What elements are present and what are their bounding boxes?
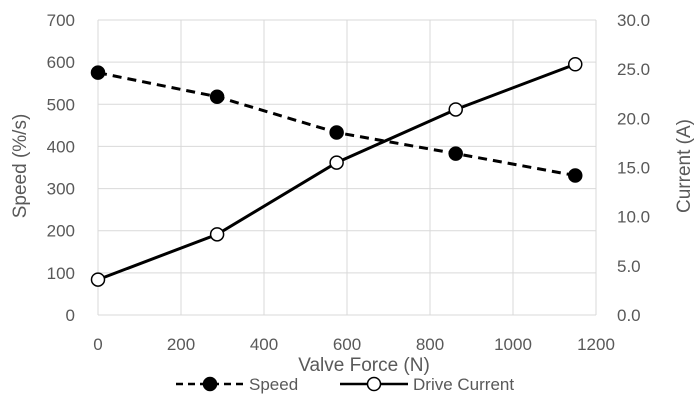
y-tick-label: 0: [66, 306, 75, 325]
x-axis-tick-labels: 0 200 400 600 800 1000 1200: [93, 335, 615, 354]
data-point-series-0: [448, 146, 463, 161]
legend-marker-drive-current: [366, 376, 382, 392]
y-tick-label: 200: [47, 222, 75, 241]
y2-tick-label: 15.0: [617, 159, 650, 178]
data-point-series-1: [448, 102, 463, 117]
y2-tick-label: 5.0: [617, 257, 641, 276]
legend-entry-drive-current: Drive Current: [340, 375, 514, 394]
legend-label-speed: Speed: [249, 375, 298, 394]
x-tick-label: 400: [250, 335, 278, 354]
data-point-series-0: [209, 89, 225, 104]
y2-tick-label: 0.0: [617, 306, 641, 325]
x-tick-label: 600: [333, 335, 361, 354]
legend-marker-speed: [202, 376, 218, 392]
legend: Speed Drive Current: [176, 375, 514, 394]
legend-entry-speed: Speed: [176, 375, 298, 394]
y-axis-tick-labels: 0 100 200 300 400 500 600 700: [47, 11, 75, 325]
data-point-series-0: [568, 168, 583, 183]
y-tick-label: 300: [47, 180, 75, 199]
y2-axis-tick-labels: 0.0 5.0 10.0 15.0 20.0 25.0 30.0: [617, 11, 650, 325]
data-point-series-1: [209, 227, 225, 242]
y2-tick-label: 25.0: [617, 60, 650, 79]
y-tick-label: 400: [47, 137, 75, 156]
x-tick-label: 1000: [494, 335, 532, 354]
y-tick-label: 600: [47, 53, 75, 72]
y-tick-label: 700: [47, 11, 75, 30]
data-point-series-0: [329, 125, 344, 140]
x-tick-label: 0: [93, 335, 102, 354]
y2-tick-label: 30.0: [617, 11, 650, 30]
y-axis-title: Speed (%/s): [10, 114, 31, 219]
data-point-series-0: [90, 65, 106, 80]
y-tick-label: 100: [47, 264, 75, 283]
x-axis-title: Valve Force (N): [298, 355, 430, 376]
series-layer: [90, 57, 583, 287]
y2-tick-label: 20.0: [617, 109, 650, 128]
x-tick-label: 1200: [577, 335, 615, 354]
data-point-series-1: [90, 272, 106, 287]
y2-tick-label: 10.0: [617, 208, 650, 227]
y-tick-label: 500: [47, 95, 75, 114]
y2-axis-title: Current (A): [674, 119, 695, 213]
legend-label-drive-current: Drive Current: [413, 375, 514, 394]
data-point-series-1: [329, 155, 344, 170]
series-line-1: [97, 62, 576, 282]
gridlines: [97, 19, 597, 316]
x-tick-label: 200: [167, 335, 195, 354]
x-tick-label: 800: [416, 335, 444, 354]
data-point-series-1: [568, 57, 583, 72]
